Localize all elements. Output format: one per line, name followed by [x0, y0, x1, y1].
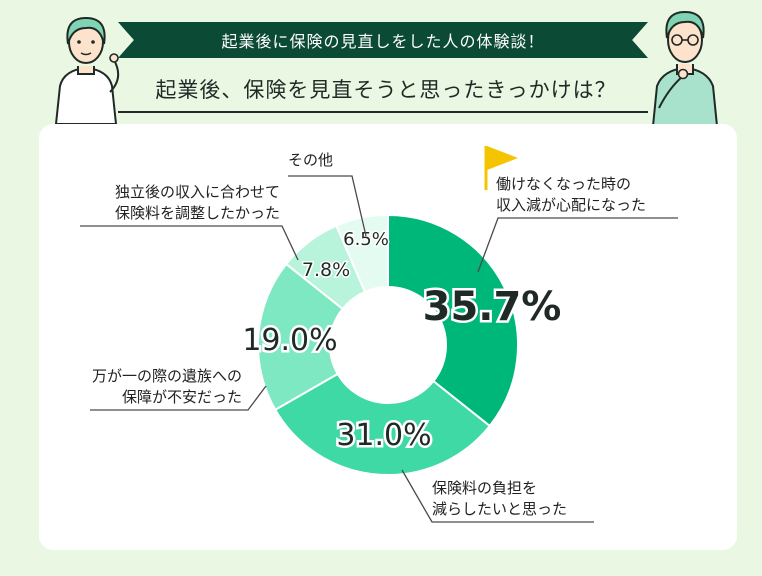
heading-underline: [118, 111, 648, 113]
category-label-line: 収入減が心配になった: [496, 196, 647, 214]
category-label-line: 保険料の負担を: [432, 479, 538, 497]
category-label-line: 独立後の収入に合わせて: [114, 183, 280, 201]
category-label-5: その他: [288, 150, 333, 171]
value-label-4: 7.8%: [302, 259, 350, 281]
value-label-3: 19.0%: [242, 323, 337, 358]
banner-title: 起業後に保険の見直しをした人の体験談！: [221, 32, 545, 51]
value-label-5: 6.5%: [343, 229, 389, 250]
donut-segment-5: [335, 213, 389, 294]
leader-line-3: [90, 385, 267, 411]
category-label-line: 保険料を調整したかった: [114, 204, 280, 222]
category-label-line: 働けなくなった時の: [496, 175, 632, 193]
chart-card: [39, 124, 737, 550]
value-label-1: 35.7%: [423, 284, 562, 330]
category-label-line: 減らしたいと思った: [432, 500, 568, 518]
man-illustration-icon: [651, 10, 719, 126]
leader-line-5: [288, 175, 367, 237]
question-heading: 起業後、保険を見直そうと思ったきっかけは？: [155, 78, 617, 102]
title-banner: 起業後に保険の見直しをした人の体験談！: [118, 22, 648, 58]
category-label-3: 万が一の際の遺族への保障が不安だった: [62, 366, 242, 408]
category-label-line: 保障が不安だった: [121, 388, 242, 406]
category-label-line: その他: [288, 151, 334, 169]
value-label-2: 31.0%: [336, 418, 431, 453]
donut-segment-2: [273, 372, 492, 476]
donut-segment-3: [257, 262, 345, 412]
category-label-1: 働けなくなった時の 収入減が心配になった: [496, 174, 646, 216]
leader-line-1: [477, 217, 678, 273]
leader-line-2: [401, 469, 594, 523]
category-label-4: 独立後の収入に合わせて 保険料を調整したかった: [60, 182, 280, 224]
woman-illustration-icon: [54, 16, 120, 124]
leader-line-4: [80, 225, 299, 261]
category-label-line: 万が一の際の遺族への: [91, 367, 242, 385]
donut-segment-1: [387, 213, 519, 428]
category-label-2: 保険料の負担を減らしたいと思った: [432, 478, 567, 520]
flag-icon: [484, 146, 518, 190]
